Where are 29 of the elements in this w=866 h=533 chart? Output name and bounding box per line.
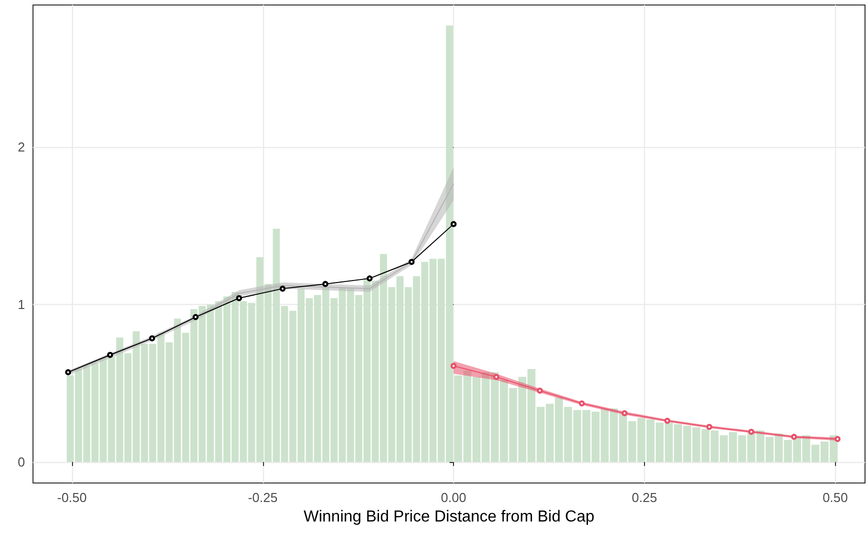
point [107,352,114,358]
x-tick-label: 0.25 [632,490,658,505]
point [493,374,500,380]
point [280,286,286,292]
point [706,424,712,430]
point [236,295,242,302]
point [408,258,415,265]
y-tick-label: 0 [18,454,25,470]
x-tick-label: -0.25 [248,490,278,505]
point [149,335,156,342]
point [622,410,628,416]
y-tick-label: 1 [18,296,25,312]
point [450,221,457,228]
x-tick-label: 0.00 [440,490,466,505]
point [536,388,543,394]
point [834,436,841,442]
x-tick-label: 0.50 [822,490,848,505]
point [748,428,754,435]
x-tick-label: -0.50 [57,490,87,505]
point [450,362,457,369]
point [65,369,72,376]
point [192,314,199,320]
point [578,400,585,406]
y-tick-label: 2 [18,139,25,154]
x-axis-title: Winning Bid Price Distance from Bid Cap [304,508,594,526]
point [322,280,328,287]
point [664,418,670,424]
point [366,275,373,282]
point [791,434,798,440]
